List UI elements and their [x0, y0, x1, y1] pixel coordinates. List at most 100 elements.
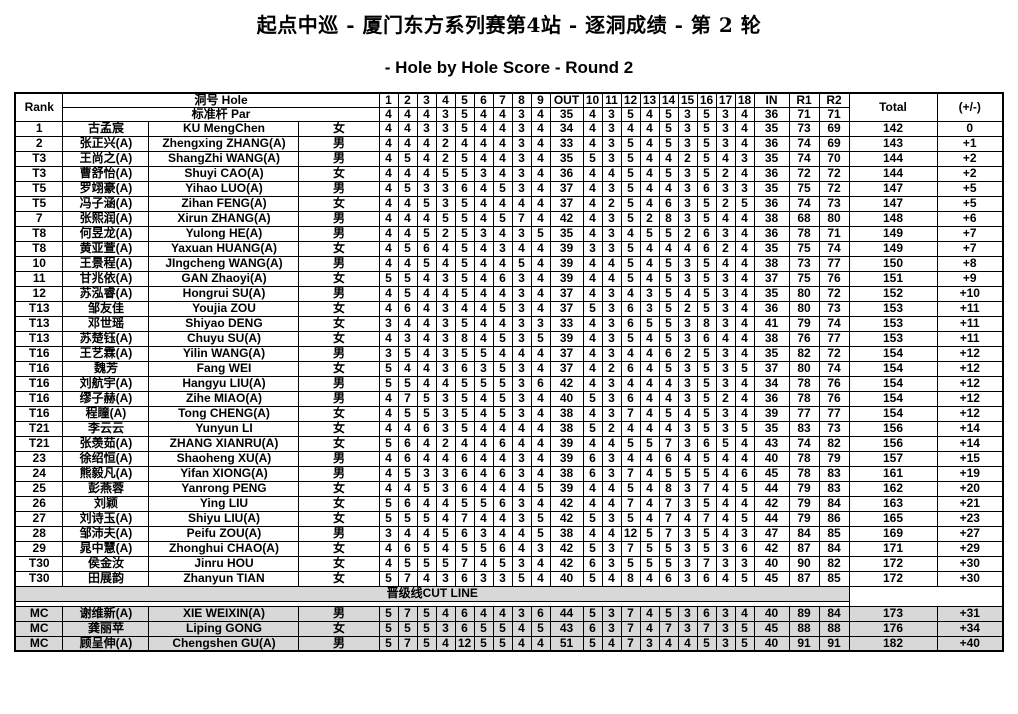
hole-score: 4 [601, 495, 622, 512]
hole-number-header: 11 [601, 92, 622, 108]
hole-score: 4 [435, 605, 456, 622]
hole-score: 76 [818, 375, 850, 392]
hole-score: 3 [511, 605, 532, 622]
player-gender: 女 [298, 300, 380, 317]
hole-score: 5 [397, 150, 418, 167]
hole-score: 4 [454, 300, 475, 317]
player-name-en: XIE WEIXIN(A) [148, 605, 300, 622]
hole-score: 4 [639, 465, 660, 482]
hole-score: 4 [416, 285, 437, 302]
hole-score: 4 [397, 210, 418, 227]
hole-score: 77 [818, 330, 850, 347]
hole-score: 4 [530, 120, 551, 137]
hole-score: 5 [454, 270, 475, 287]
player-name-cn: 张熙润(A) [62, 210, 150, 227]
hole-score: 6 [530, 605, 551, 622]
hole-score: 5 [620, 510, 641, 527]
hole-score: 4 [639, 165, 660, 182]
hole-score: 4 [397, 315, 418, 332]
hole-score: 40 [753, 605, 790, 622]
total-header: Total [848, 92, 938, 122]
hole-score: 4 [416, 345, 437, 362]
hole-score: 5 [639, 225, 660, 242]
hole-number-header: 2 [397, 92, 418, 108]
hole-number-header: 16 [696, 92, 717, 108]
player-name-cn: 甘兆依(A) [62, 270, 150, 287]
hole-score: 89 [788, 605, 820, 622]
player-name-en: Liping GONG [148, 620, 300, 637]
hole-score: 4 [530, 240, 551, 257]
hole-score: 5 [620, 240, 641, 257]
hole-score: 34 [549, 120, 584, 137]
hole-number-header: 3 [416, 92, 437, 108]
player-name-en: Zihe MIAO(A) [148, 390, 300, 407]
hole-score: 38 [753, 255, 790, 272]
hole-score: 5 [658, 315, 679, 332]
player-name-cn: 刘诗玉(A) [62, 510, 150, 527]
hole-score: 4 [492, 285, 513, 302]
hole-score: 33 [549, 135, 584, 152]
player-to-par: +1 [936, 135, 1004, 152]
player-total: 150 [848, 255, 938, 272]
hole-score: 4 [639, 135, 660, 152]
player-name-cn: 苏泓睿(A) [62, 285, 150, 302]
player-total: 153 [848, 330, 938, 347]
hole-score: 4 [734, 435, 755, 452]
player-name-en: Youjia ZOU [148, 300, 300, 317]
hole-score: 2 [435, 135, 456, 152]
hole-score: 4 [715, 210, 736, 227]
hole-score: 39 [753, 405, 790, 422]
hole-score: 4 [582, 225, 603, 242]
player-gender: 女 [298, 540, 380, 557]
hole-score: 3 [473, 225, 494, 242]
hole-score: 3 [435, 420, 456, 437]
hole-score: 7 [658, 525, 679, 542]
hole-score: 3 [715, 405, 736, 422]
hole-score: 5 [416, 555, 437, 572]
hole-score: 6 [416, 420, 437, 437]
hole-score: 5 [473, 375, 494, 392]
hole-score: 4 [734, 345, 755, 362]
player-to-par: +12 [936, 390, 1004, 407]
hole-score: 7 [620, 465, 641, 482]
hole-score: 5 [696, 495, 717, 512]
hole-score: 6 [454, 465, 475, 482]
hole-score: 5 [473, 345, 494, 362]
hole-score: 79 [788, 510, 820, 527]
hole-score: 4 [530, 135, 551, 152]
hole-score: 5 [454, 120, 475, 137]
player-row: T13 邹友佳 Youjia ZOU 女 4 6 4 3 4 4 5 3 4 37 5 3 6 3 5 2 5 3 4 36 8… [14, 300, 1004, 317]
hole-score: 78 [788, 465, 820, 482]
hole-score: 2 [677, 300, 698, 317]
player-row: MC 龚丽苹 Liping GONG 女 5 5 5 3 6 5 5 4 5 43 6 3 7 4 7 3 7 3 5 45 8… [14, 620, 1004, 637]
hole-score: 5 [416, 510, 437, 527]
hole-score: 5 [492, 360, 513, 377]
player-rank: T16 [14, 390, 64, 407]
hole-score: 5 [696, 375, 717, 392]
hole-score: 4 [530, 195, 551, 212]
hole-score: 4 [639, 605, 660, 622]
hole-score: 76 [818, 270, 850, 287]
player-gender: 男 [298, 210, 380, 227]
player-rank: T30 [14, 570, 64, 587]
player-name-cn: 罗翊豪(A) [62, 180, 150, 197]
hole-score: 84 [818, 495, 850, 512]
cut-line-label: 晋级线CUT LINE [14, 585, 850, 602]
player-row: 23 徐绍恒(A) Shaoheng XU(A) 男 4 6 4 4 6 4 4 3 4 39 6 3 4 4 6 4… [14, 450, 1004, 467]
hole-score: 5 [530, 480, 551, 497]
player-rank: T5 [14, 180, 64, 197]
hole-score: 4 [620, 120, 641, 137]
hole-score: 8 [696, 315, 717, 332]
hole-score: 7 [620, 605, 641, 622]
hole-score: 4 [639, 270, 660, 287]
hole-score: 3 [492, 570, 513, 587]
hole-score: 4 [473, 255, 494, 272]
hole-score: 4 [639, 480, 660, 497]
hole-score: 3 [677, 315, 698, 332]
hole-score: 4 [416, 150, 437, 167]
hole-score: 82 [818, 555, 850, 572]
hole-score: 5 [397, 270, 418, 287]
player-row: 1 古孟宸 KU MengChen 女 4 4 3 3 5 4 4 3 4 34 4 3 4 4 5 3 5 3 4 35 73… [14, 120, 1004, 137]
player-name-cn: 邹友佳 [62, 300, 150, 317]
player-name-en: Shuyi CAO(A) [148, 165, 300, 182]
